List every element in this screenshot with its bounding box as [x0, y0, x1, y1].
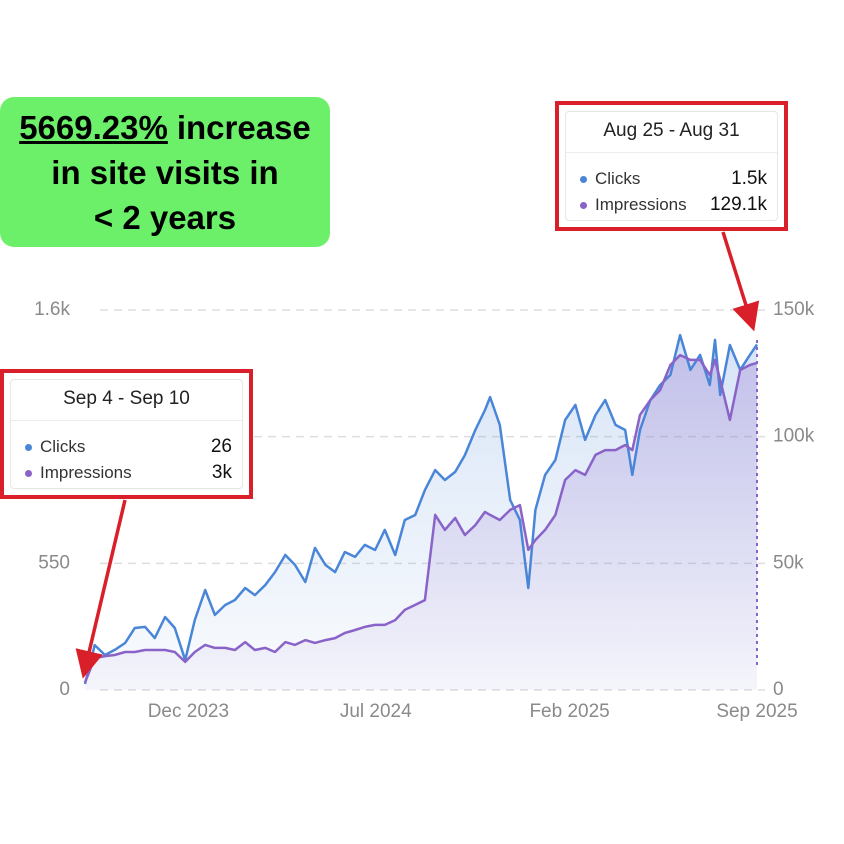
tooltip-title: Sep 4 - Sep 10: [63, 388, 190, 409]
dot: [25, 443, 32, 451]
y2-tick-label: 150k: [773, 299, 815, 320]
dot: [25, 469, 32, 477]
dot: [580, 201, 587, 209]
tooltip-title: Aug 25 - Aug 31: [603, 120, 740, 141]
series-name: Clicks: [40, 437, 86, 456]
x-tick-label: Feb 2025: [529, 701, 609, 722]
tooltip-card: Aug 25 - Aug 31 Clicks 1.5k Impressions 12…: [565, 111, 778, 221]
tooltip-value: 3k: [211, 462, 232, 483]
area: [85, 355, 757, 690]
headline-text: increase: [176, 108, 311, 146]
arrow: [75, 499, 127, 679]
tooltip-value: 26: [210, 436, 232, 457]
tooltip-row: Clicks 26: [25, 436, 232, 458]
arrow: [721, 231, 760, 332]
tooltip-row: Clicks 1.5k: [580, 168, 767, 190]
highlight: 5669.23%: [19, 108, 168, 146]
headline-line: 5669.23% increase: [19, 105, 311, 150]
y-tick-label: 1.6k: [34, 299, 70, 320]
headline-line: < 2 years: [93, 198, 237, 236]
tooltip-value: 1.5k: [731, 168, 767, 189]
y2-tick-label: 50k: [773, 552, 804, 573]
x-tick-label: Jul 2024: [340, 701, 412, 722]
y-tick-label: 0: [59, 679, 70, 700]
separator: [566, 152, 777, 153]
tooltip: Sep 4 - Sep 10 Clicks 26 Impressions 3k: [0, 369, 253, 499]
tooltip: Aug 25 - Aug 31 Clicks 1.5k Impressions 12…: [555, 101, 788, 231]
series-name: Impressions: [595, 195, 687, 214]
series-name: Impressions: [40, 463, 132, 482]
y-tick-label: 550: [38, 552, 70, 573]
y2-tick-label: 0: [773, 679, 784, 700]
tooltip-card: Sep 4 - Sep 10 Clicks 26 Impressions 3k: [10, 379, 243, 489]
x-tick-label: Dec 2023: [148, 701, 229, 722]
tooltip-value: 129.1k: [709, 194, 767, 215]
separator: [11, 420, 242, 421]
headline-line: in site visits in: [51, 153, 279, 191]
series-name: Clicks: [595, 169, 641, 188]
axes: 0 550 1.6k 0 50k 100k 150k Dec 2023 Jul 2024 Feb …: [34, 299, 815, 722]
y2-tick-label: 100k: [773, 426, 815, 447]
tooltip-row: Impressions 3k: [25, 462, 232, 484]
lines: [83, 333, 759, 685]
headline: 5669.23% increase in site visits in < 2 y…: [0, 97, 330, 247]
line: [83, 353, 758, 683]
x-tick-label: Sep 2025: [716, 701, 797, 722]
dot: [580, 175, 587, 183]
tooltip-row: Impressions 129.1k: [580, 194, 767, 216]
areas: [85, 335, 757, 690]
